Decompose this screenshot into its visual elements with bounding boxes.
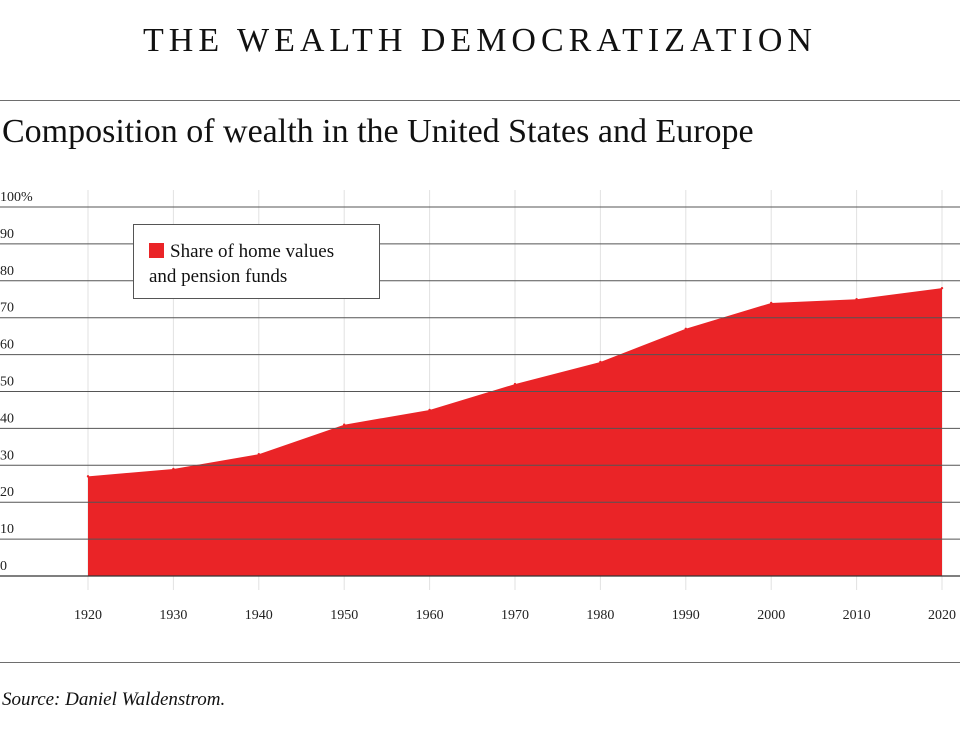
y-tick-label: 70 [0, 301, 14, 316]
x-tick-label: 1930 [159, 608, 187, 623]
x-tick-label: 2010 [843, 608, 871, 623]
source-note: Source: Daniel Waldenstrom. [2, 689, 226, 710]
data-point [343, 423, 346, 426]
x-tick-label: 1970 [501, 608, 529, 623]
y-tick-label: 50 [0, 375, 14, 390]
bottom-divider [0, 662, 960, 663]
data-point [257, 453, 260, 456]
y-tick-label: 10 [0, 522, 14, 537]
legend-label-line-1: Share of home values [170, 241, 335, 262]
legend-line-1: Share of home values [149, 239, 369, 264]
x-tick-label: 1940 [245, 608, 273, 623]
x-tick-label: 1950 [330, 608, 358, 623]
y-tick-label: 40 [0, 411, 14, 426]
chart-legend: Share of home values and pension funds [133, 224, 380, 299]
top-divider [0, 100, 960, 101]
x-tick-label: 1920 [74, 608, 102, 623]
data-point [940, 286, 944, 290]
header-title: THE WEALTH DEMOCRATIZATION [143, 22, 817, 59]
x-tick-label: 1960 [416, 608, 444, 623]
y-tick-label: 0 [0, 559, 7, 574]
x-tick-label: 1980 [586, 608, 614, 623]
area-series-fill [88, 288, 942, 576]
y-tick-label: 80 [0, 264, 14, 279]
y-tick-label: 90 [0, 227, 14, 242]
legend-swatch [149, 243, 164, 258]
data-point [599, 360, 602, 364]
y-tick-label: 60 [0, 338, 14, 353]
x-tick-label: 2000 [757, 608, 785, 623]
y-tick-label: 30 [0, 448, 14, 463]
x-tick-label: 1990 [672, 608, 700, 623]
data-point [513, 382, 517, 386]
data-point [428, 408, 431, 412]
y-tick-label: 100% [0, 190, 33, 205]
data-point [855, 298, 858, 301]
x-tick-label: 2020 [928, 608, 956, 623]
data-point [770, 301, 773, 305]
chart-title: Composition of wealth in the United Stat… [2, 113, 754, 150]
data-point [86, 475, 90, 478]
data-point [172, 467, 175, 471]
legend-line-2: and pension funds [149, 266, 288, 287]
y-tick-label: 20 [0, 485, 14, 500]
data-point [684, 327, 687, 330]
